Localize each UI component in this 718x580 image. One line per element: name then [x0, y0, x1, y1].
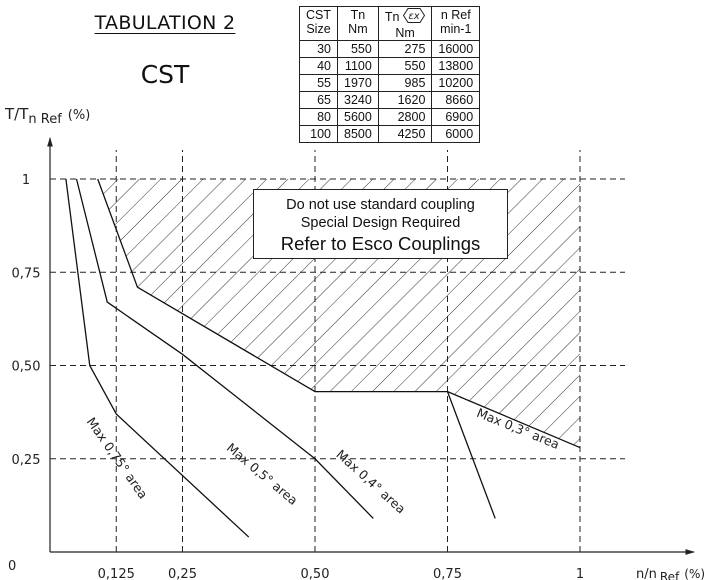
spec-table-cell: 8500 [337, 125, 379, 143]
spec-table: CST Size Tn Nm Tn εx Nm n Ref min-1 30 550 275 1… [299, 6, 481, 143]
spec-table-cell: 30 [299, 40, 338, 58]
spec-table-cell: 4250 [377, 125, 433, 143]
spec-table-row: 80 5600 2800 6900 [299, 108, 481, 126]
spec-header-tn-ex: Tn εx Nm [377, 6, 433, 41]
spec-table-cell: 80 [299, 108, 338, 126]
y-tick-label: 0,50 [12, 360, 41, 375]
curve-line [65, 178, 250, 538]
spec-table-row: 65 3240 1620 8660 [299, 91, 481, 109]
y-tick-label: 1 [22, 173, 30, 188]
spec-table-cell: 10200 [431, 74, 481, 92]
spec-table-cell: 16000 [431, 40, 481, 58]
spec-table-cell: 65 [299, 91, 338, 109]
axes [47, 137, 695, 555]
spec-table-cell: 6000 [431, 125, 481, 143]
spec-header-tn: Tn Nm [337, 6, 379, 41]
spec-table-row: 55 1970 985 10200 [299, 74, 481, 92]
notice-line-3: Refer to Esco Couplings [280, 233, 481, 254]
spec-table-cell: 13800 [431, 57, 481, 75]
spec-table-row: 40 1100 550 13800 [299, 57, 481, 75]
curve-annotation: Max 0,4° area [333, 447, 408, 517]
notice-line-1: Do not use standard coupling [286, 197, 475, 213]
curve-annotation: Max 0,75° area [84, 415, 151, 502]
spec-table-body: 30 550 275 16000 40 1100 550 13800 55 1970 985 1020… [299, 40, 481, 143]
origin-label: 0 [8, 559, 16, 574]
spec-table-row: 30 550 275 16000 [299, 40, 481, 58]
curve-line [447, 391, 581, 449]
y-tick-label: 0,25 [12, 453, 41, 468]
spec-table-cell: 6900 [431, 108, 481, 126]
figure-subtitle: CST [140, 60, 190, 89]
spec-table-cell: 100 [299, 125, 338, 143]
curve-annotation: Max 0,5° area [224, 440, 301, 508]
x-tick-label: 0,25 [168, 567, 197, 580]
spec-table-cell: 985 [377, 74, 433, 92]
figure-title: TABULATION 2 [94, 12, 236, 34]
spec-table-cell: 55 [299, 74, 338, 92]
curve-line [75, 178, 374, 519]
x-axis-title: n/n Ref (%) [636, 567, 705, 580]
spec-table-header-row: CST Size Tn Nm Tn εx Nm n Ref min-1 [299, 6, 481, 41]
x-tick-label: 0,75 [433, 567, 462, 580]
spec-table-cell: 1970 [337, 74, 379, 92]
x-tick-label: 1 [576, 567, 584, 580]
spec-table-cell: 40 [299, 57, 338, 75]
ex-hexagon-icon: εx [403, 8, 426, 26]
spec-header-nref: n Ref min-1 [431, 6, 481, 41]
spec-table-cell: 1100 [337, 57, 379, 75]
spec-table-row: 100 8500 4250 6000 [299, 125, 481, 143]
y-tick-label: 0,75 [12, 266, 41, 281]
warning-notice: Do not use standard coupling Special Des… [253, 189, 508, 259]
x-tick-label: 0,125 [98, 567, 135, 580]
spec-table-cell: 1620 [377, 91, 433, 109]
spec-table-cell: 5600 [337, 108, 379, 126]
ex-symbol-label: εx [409, 11, 420, 22]
y-axis-title: T/Tn Ref (%) [4, 105, 90, 127]
notice-line-2: Special Design Required [300, 215, 461, 231]
spec-table-cell: 3240 [337, 91, 379, 109]
spec-table-cell: 2800 [377, 108, 433, 126]
curve-line [97, 178, 496, 519]
spec-table-cell: 8660 [431, 91, 481, 109]
x-tick-label: 0,50 [301, 567, 330, 580]
curves [65, 178, 581, 538]
spec-table-cell: 550 [337, 40, 379, 58]
